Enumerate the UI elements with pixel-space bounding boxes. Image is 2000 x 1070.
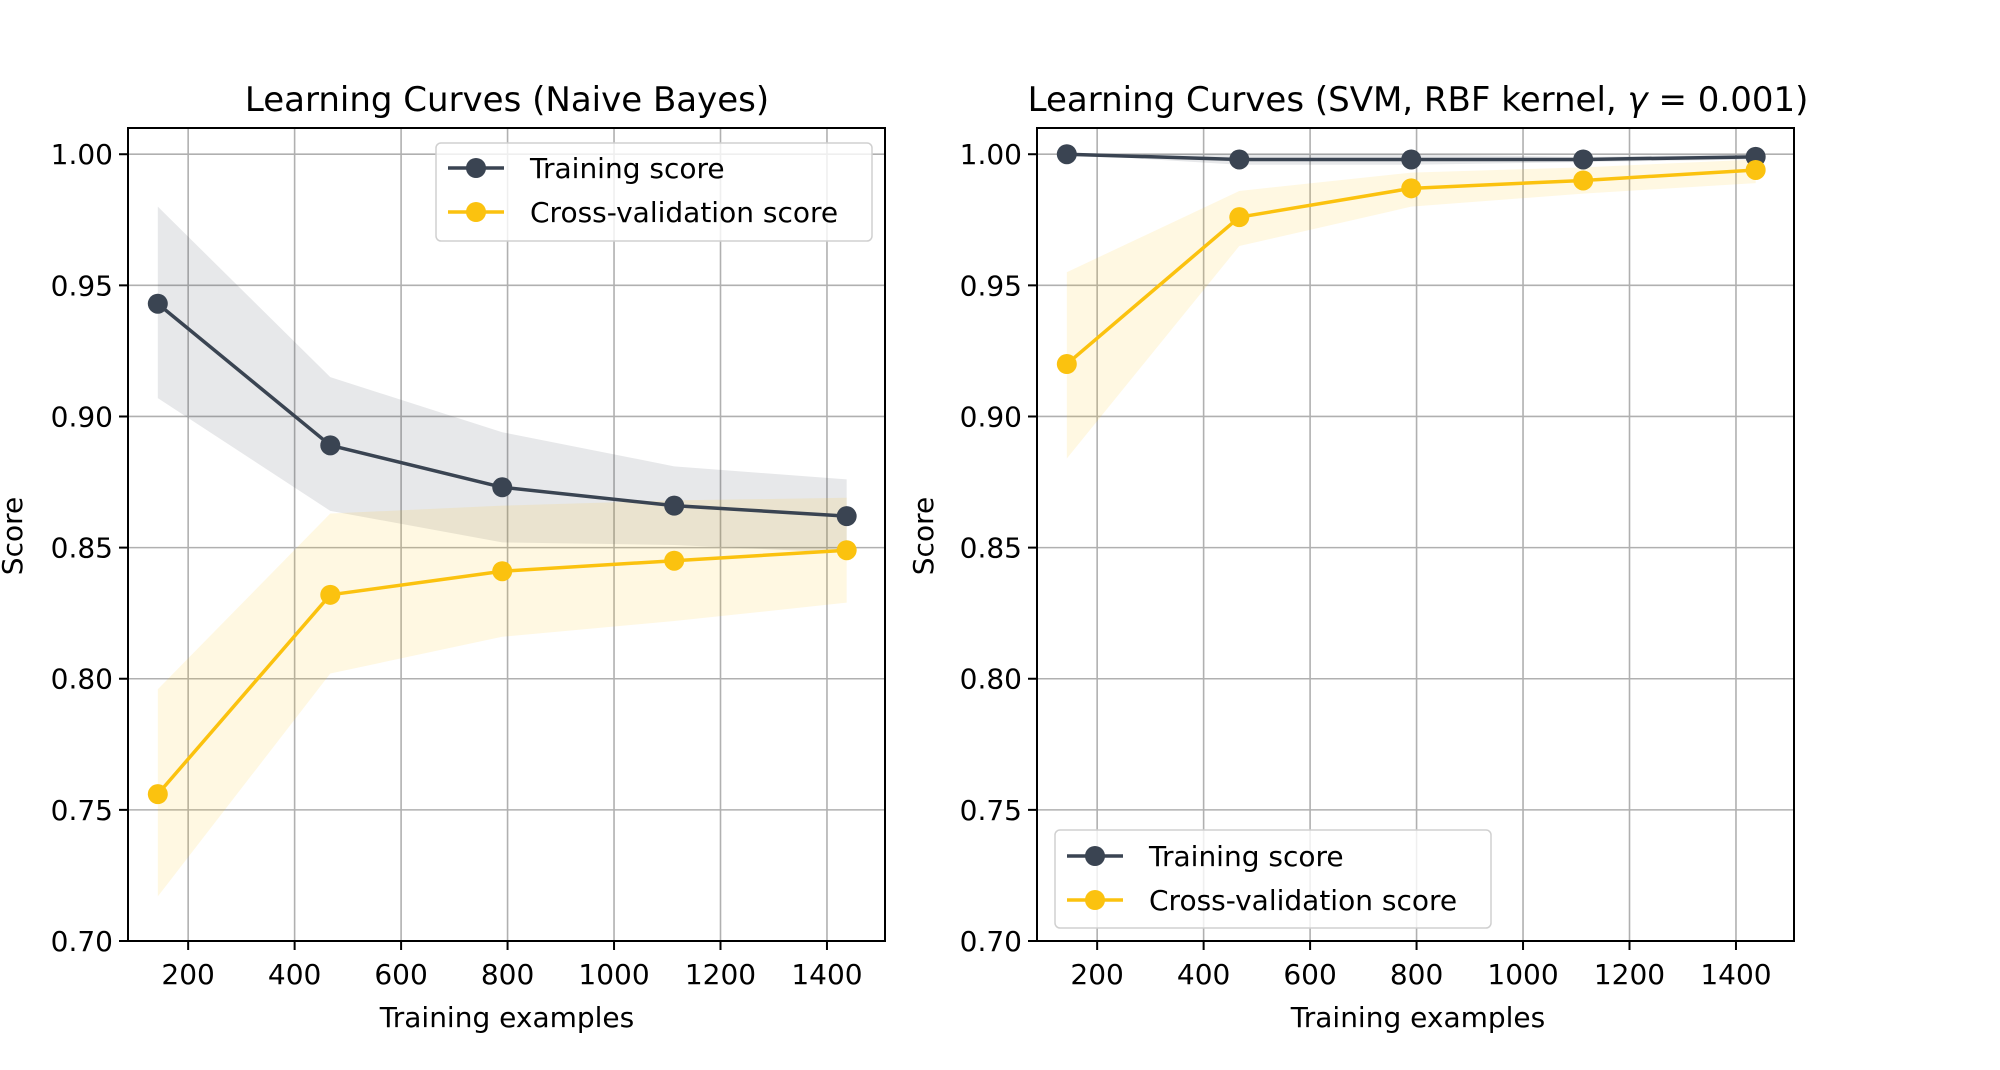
data-point	[320, 584, 341, 605]
chart-title: Learning Curves (SVM, RBF kernel, γ = 0.…	[1028, 80, 1809, 120]
data-point	[147, 784, 168, 805]
panel-naive-bayes: Learning Curves (Naive Bayes) 200 400 600 8…	[0, 80, 886, 1034]
data-point	[664, 550, 685, 571]
y-tick-label: 0.75	[960, 794, 1022, 827]
x-tick-label: 400	[1177, 958, 1230, 991]
y-tick-label: 0.90	[960, 400, 1022, 433]
x-tick-label: 200	[161, 958, 214, 991]
data-point	[1229, 149, 1250, 170]
y-tick-label: 0.90	[51, 400, 113, 433]
y-tick-label: 0.80	[960, 663, 1022, 696]
y-tick-label: 0.85	[960, 532, 1022, 565]
y-tick-label: 1.00	[51, 138, 113, 171]
x-axis-label: Training examples	[1290, 1001, 1546, 1034]
legend-cv-marker	[1085, 890, 1105, 910]
data-point	[664, 495, 685, 516]
plot-area: 200 400 600 800 1000 1200 1400 0.70 0.75 0.80 0.85…	[960, 127, 1795, 991]
data-point	[1401, 149, 1422, 170]
legend-training-label: Training score	[529, 152, 725, 185]
x-tick-label: 1200	[1594, 958, 1665, 991]
legend-frame	[1054, 829, 1492, 929]
legend-frame	[435, 142, 873, 242]
x-tick-label: 1000	[578, 958, 649, 991]
data-point	[1056, 354, 1077, 375]
y-tick-label: 0.70	[51, 925, 113, 958]
legend-cv-label: Cross-validation score	[1149, 884, 1457, 917]
x-tick-label: 200	[1070, 958, 1123, 991]
data-point	[836, 540, 857, 561]
axes-frame	[1036, 127, 1795, 942]
data-point	[320, 435, 341, 456]
data-point	[492, 477, 513, 498]
data-point	[1229, 207, 1250, 228]
y-tick-label: 1.00	[960, 138, 1022, 171]
legend-training-marker	[466, 158, 486, 178]
chart-title: Learning Curves (Naive Bayes)	[245, 80, 769, 120]
data-point	[1745, 159, 1766, 180]
confidence-band	[1066, 159, 1756, 459]
x-tick-label: 600	[374, 958, 427, 991]
chart-title-tail: = 0.001)	[1648, 80, 1809, 120]
x-tick-label: 600	[1283, 958, 1336, 991]
y-tick-label: 0.95	[51, 269, 113, 302]
data-point	[1401, 178, 1422, 199]
x-axis-label: Training examples	[379, 1001, 635, 1034]
y-tick-label: 0.70	[960, 925, 1022, 958]
x-tick-label: 1000	[1487, 958, 1558, 991]
axes-frame	[127, 127, 886, 942]
y-axis-label: Score	[907, 497, 940, 575]
x-tick-label: 1200	[685, 958, 756, 991]
data-point	[1573, 170, 1594, 191]
data-point	[492, 561, 513, 582]
y-tick-label: 0.95	[960, 269, 1022, 302]
plot-area: 200 400 600 800 1000 1200 1400 0.70 0.75 0.80 0.85…	[51, 127, 886, 991]
x-tick-label: 1400	[791, 958, 862, 991]
x-tick-label: 400	[268, 958, 321, 991]
legend-training-marker	[1085, 846, 1105, 866]
x-tick-label: 800	[1390, 958, 1443, 991]
chart-title-gamma: γ	[1628, 80, 1650, 120]
legend-cv-label: Cross-validation score	[530, 196, 838, 229]
legend-training-label: Training score	[1148, 840, 1344, 873]
confidence-band	[157, 206, 847, 553]
legend: Training score Cross-validation score	[1054, 829, 1492, 929]
legend-cv-marker	[466, 202, 486, 222]
chart-title-head: Learning Curves (SVM, RBF kernel,	[1028, 80, 1628, 120]
y-tick-label: 0.85	[51, 532, 113, 565]
data-point	[1573, 149, 1594, 170]
data-point	[147, 293, 168, 314]
data-point	[836, 506, 857, 527]
y-axis-label: Score	[0, 497, 29, 575]
y-tick-label: 0.75	[51, 794, 113, 827]
x-tick-label: 1400	[1700, 958, 1771, 991]
x-tick-label: 800	[481, 958, 534, 991]
data-point	[1056, 144, 1077, 165]
panel-svm: Learning Curves (SVM, RBF kernel, γ = 0.…	[907, 80, 1808, 1034]
y-tick-label: 0.80	[51, 663, 113, 696]
legend: Training score Cross-validation score	[435, 142, 873, 242]
